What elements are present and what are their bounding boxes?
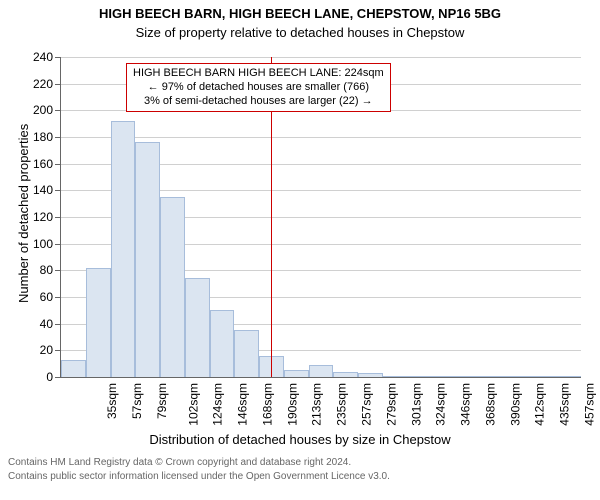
y-tick-label: 60 [40,290,61,304]
footer-line-2: Contains public sector information licen… [8,471,592,482]
x-tick-label: 457sqm [583,383,597,426]
bar [185,278,210,377]
x-tick-label: 301sqm [409,383,423,426]
x-tick-label: 146sqm [236,383,250,426]
x-tick-label: 102sqm [186,383,200,426]
footer-line-1: Contains HM Land Registry data © Crown c… [8,457,592,468]
bar [86,268,111,377]
x-tick-label: 279sqm [384,383,398,426]
bar [111,121,136,377]
x-tick-label: 235sqm [335,383,349,426]
y-tick-label: 140 [33,183,61,197]
y-tick-label: 200 [33,103,61,117]
bar [408,376,433,377]
y-tick-label: 80 [40,263,61,277]
callout-line3: 3% of semi-detached houses are larger (2… [133,95,384,109]
bar [234,330,259,377]
x-tick-label: 324sqm [434,383,448,426]
y-tick-label: 120 [33,210,61,224]
gridline [61,137,581,138]
x-tick-label: 435sqm [558,383,572,426]
page-root: { "title": "HIGH BEECH BARN, HIGH BEECH … [0,0,600,500]
x-tick-label: 346sqm [459,383,473,426]
bar [160,197,185,377]
x-tick-label: 257sqm [360,383,374,426]
x-tick-label: 213sqm [310,383,324,426]
bar [358,373,383,377]
y-axis-label: Number of detached properties [16,124,31,303]
bar [531,376,556,377]
callout-line2: ← 97% of detached houses are smaller (76… [133,81,384,95]
x-tick-label: 124sqm [211,383,225,426]
bar [482,376,507,377]
page-title: HIGH BEECH BARN, HIGH BEECH LANE, CHEPST… [0,6,600,21]
x-tick-label: 368sqm [484,383,498,426]
gridline [61,57,581,58]
y-tick-label: 100 [33,237,61,251]
y-tick-label: 180 [33,130,61,144]
x-axis-label: Distribution of detached houses by size … [0,432,600,447]
callout-line1: HIGH BEECH BARN HIGH BEECH LANE: 224sqm [133,67,384,81]
x-tick-label: 412sqm [533,383,547,426]
page-subtitle: Size of property relative to detached ho… [0,25,600,40]
bar [383,376,408,377]
callout-box: HIGH BEECH BARN HIGH BEECH LANE: 224sqm … [126,63,391,112]
x-tick-label: 35sqm [105,383,119,419]
bar [333,372,358,377]
plot-area: 02040608010012014016018020022024035sqm57… [60,57,581,378]
bar [457,376,482,377]
y-tick-label: 220 [33,77,61,91]
x-tick-label: 190sqm [285,383,299,426]
x-tick-label: 57sqm [130,383,144,419]
x-tick-label: 79sqm [155,383,169,419]
bar [61,360,86,377]
bar [135,142,160,377]
bar [432,376,457,377]
x-tick-label: 390sqm [508,383,522,426]
bar [284,370,309,377]
y-tick-label: 20 [40,343,61,357]
y-tick-label: 240 [33,50,61,64]
bar [556,376,581,377]
y-tick-label: 160 [33,157,61,171]
x-tick-label: 168sqm [261,383,275,426]
bar [309,365,334,377]
bar [507,376,532,377]
y-tick-label: 40 [40,317,61,331]
y-tick-label: 0 [46,370,61,384]
bar [210,310,235,377]
